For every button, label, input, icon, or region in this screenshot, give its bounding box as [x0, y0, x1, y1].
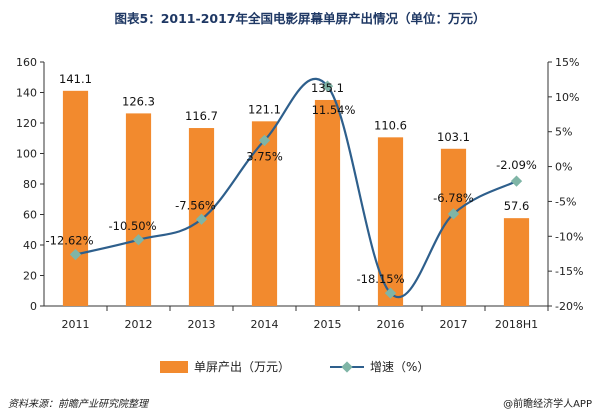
- x-tick-label: 2013: [188, 318, 216, 331]
- x-tick-label: 2018H1: [495, 318, 538, 331]
- growth-value-label: 11.54%: [312, 103, 356, 117]
- right-tick-label: -5%: [555, 195, 576, 208]
- growth-value-label: -10.50%: [109, 219, 157, 233]
- left-tick-label: 60: [23, 209, 37, 222]
- growth-line: [69, 77, 523, 299]
- growth-value-label: -12.62%: [46, 234, 94, 248]
- bar-value-label: 110.6: [374, 118, 407, 132]
- left-tick-label: 120: [16, 117, 37, 130]
- legend-line-item: 增速（%）: [330, 358, 429, 375]
- bar-value-label: 57.6: [504, 199, 530, 213]
- bars: [62, 90, 530, 306]
- right-tick-label: -10%: [555, 230, 583, 243]
- bar: [125, 113, 152, 306]
- left-tick-label: 40: [23, 239, 37, 252]
- x-tick-label: 2015: [314, 318, 342, 331]
- legend-bar-swatch: [160, 360, 188, 373]
- left-tick-label: 20: [23, 270, 37, 283]
- x-tick-label: 2016: [377, 318, 405, 331]
- growth-value-label: -6.78%: [433, 191, 474, 205]
- legend-bar-item: 单屏产出（万元）: [160, 358, 290, 375]
- bar: [251, 121, 278, 306]
- legend-line-swatch: [330, 360, 364, 373]
- bar: [503, 218, 530, 306]
- right-tick-label: 0%: [555, 161, 572, 174]
- bar-value-label: 135.1: [311, 81, 344, 95]
- x-tick-label: 2017: [440, 318, 468, 331]
- left-tick-label: 0: [30, 300, 37, 313]
- bar-value-label: 126.3: [122, 94, 155, 108]
- growth-marker: [510, 175, 523, 187]
- left-tick-label: 160: [16, 56, 37, 69]
- growth-marker: [195, 213, 208, 225]
- left-tick-label: 140: [16, 87, 37, 100]
- chart-title: 图表5：2011-2017年全国电影屏幕单屏产出情况（单位：万元）: [114, 11, 486, 26]
- growth-marker: [132, 234, 145, 246]
- source-note: 资料来源：前瞻产业研究院整理: [8, 399, 148, 410]
- right-tick-label: 15%: [555, 56, 579, 69]
- bar: [440, 148, 467, 306]
- growth-line-path: [75, 77, 518, 298]
- bar-value-label: 116.7: [185, 109, 218, 123]
- x-tick-label: 2011: [62, 318, 90, 331]
- data-labels: 141.1 126.3 116.7 121.1 135.1 110.6 103.1 57.6 -…: [46, 72, 537, 286]
- bar-value-label: 121.1: [248, 102, 281, 116]
- x-tick-label: 2012: [125, 318, 153, 331]
- left-tick-label: 100: [16, 148, 37, 161]
- growth-value-label: -18.15%: [357, 272, 405, 286]
- growth-marker: [447, 208, 460, 220]
- right-tick-label: -20%: [555, 300, 583, 313]
- axes: 0 20 40 60 80 100 120 140 160 -20% -15% -10% -5% 0% 5%…: [16, 56, 583, 331]
- x-tick-label: 2014: [251, 318, 279, 331]
- bar: [62, 90, 89, 306]
- right-tick-label: 10%: [555, 91, 579, 104]
- growth-value-label: -2.09%: [496, 158, 537, 172]
- right-tick-label: -15%: [555, 265, 583, 278]
- bar-value-label: 141.1: [59, 72, 92, 86]
- legend-bar-label: 单屏产出（万元）: [194, 360, 291, 374]
- bar: [314, 99, 341, 306]
- credit-note: @前瞻经济学人APP: [503, 399, 592, 410]
- growth-marker: [384, 287, 397, 299]
- bar-value-label: 103.1: [437, 130, 470, 144]
- legend-line-label: 增速（%）: [370, 360, 430, 374]
- right-tick-label: 5%: [555, 126, 572, 139]
- growth-value-label: -7.56%: [175, 198, 216, 212]
- growth-marker: [258, 134, 271, 147]
- left-tick-label: 80: [23, 178, 37, 191]
- growth-value-label: 3.75%: [246, 149, 283, 163]
